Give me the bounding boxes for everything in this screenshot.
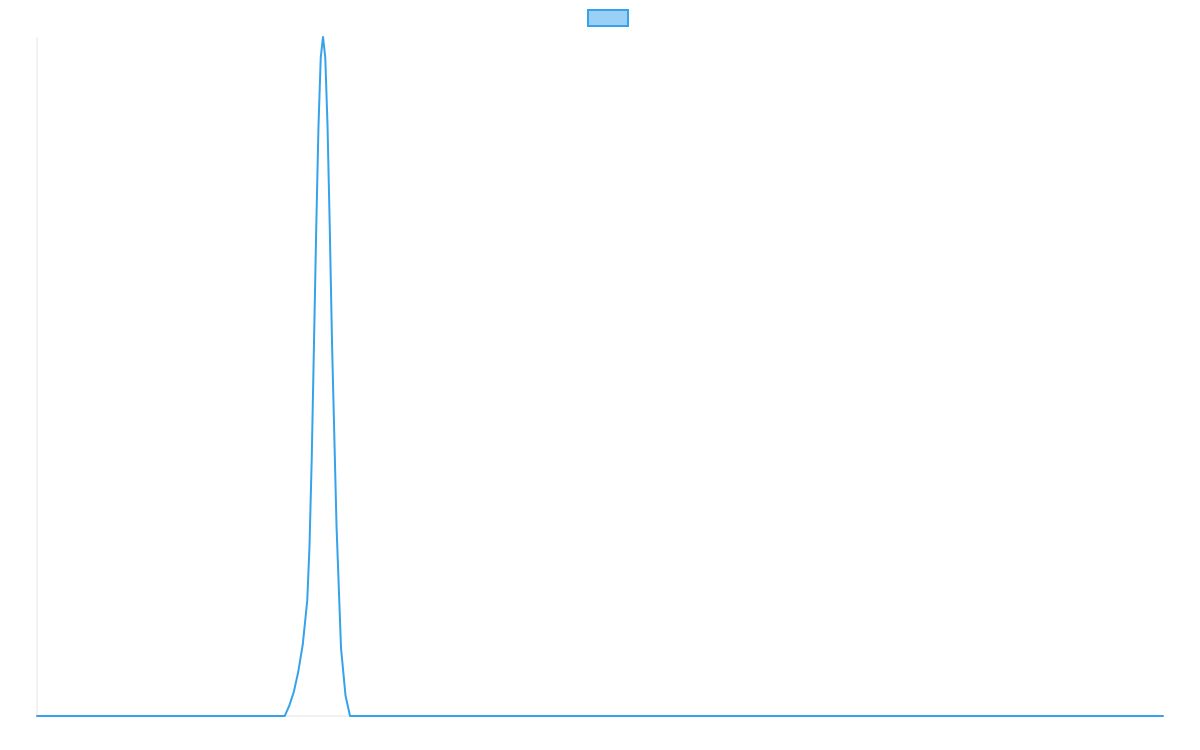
legend-swatch-0[interactable] [587,9,629,27]
axes [36,37,1163,717]
series-layer [36,36,1164,717]
series-line-0 [36,36,1164,717]
legend[interactable] [587,9,629,27]
